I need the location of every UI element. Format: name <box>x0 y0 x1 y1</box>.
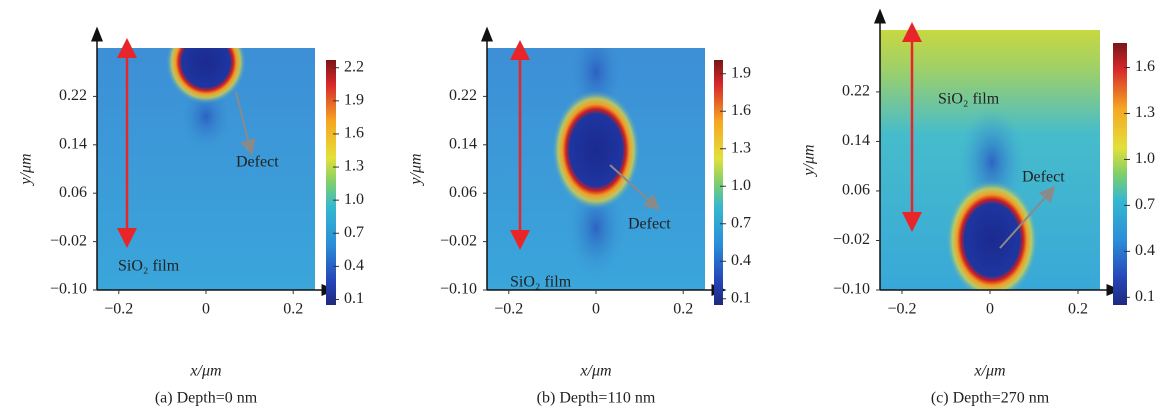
y-tick-label: −0.10 <box>440 281 477 298</box>
y-tick-label: 0.22 <box>449 87 477 104</box>
defect-field <box>166 48 246 104</box>
colorbar-tick-label: 0.4 <box>731 252 751 269</box>
colorbar-tick-label: 0.7 <box>731 214 751 231</box>
colorbar <box>714 60 723 305</box>
film-label: SiO₂ film <box>510 274 572 291</box>
y-tick-label: 0.06 <box>842 182 870 199</box>
film-label: SiO₂ film <box>118 258 180 275</box>
caption: (b) Depth=110 nm <box>537 390 656 407</box>
y-tick-label: −0.02 <box>833 231 870 248</box>
x-axis-label: x/μm <box>579 363 611 380</box>
y-axis-label: y/μm <box>801 144 818 177</box>
defect-label: Defect <box>628 216 671 233</box>
x-tick-label: 0.2 <box>283 301 303 318</box>
film-label: SiO₂ film <box>938 91 1000 108</box>
y-axis-label: y/μm <box>408 153 425 186</box>
y-tick-label: −0.02 <box>50 232 87 249</box>
defect-pointer <box>999 186 1056 249</box>
colorbar-tick-label: 1.9 <box>731 64 751 81</box>
y-tick-label: 0.06 <box>59 184 87 201</box>
defect-field <box>552 90 640 210</box>
colorbar-tick-label: 1.6 <box>344 125 364 142</box>
colorbar-tick-label: 1.3 <box>1135 104 1155 121</box>
y-tick-label: 0.06 <box>449 184 477 201</box>
x-tick-label: −0.2 <box>494 301 523 318</box>
x-tick-label: 0 <box>592 301 600 318</box>
x-tick-label: 0.2 <box>673 301 693 318</box>
y-tick-label: 0.22 <box>842 83 870 100</box>
colorbar-tick-label: 0.1 <box>1135 288 1155 305</box>
colorbar-tick-label: 1.6 <box>731 102 751 119</box>
field-lobe <box>178 0 234 45</box>
colorbar-tick-label: 1.0 <box>731 177 751 194</box>
x-axis-label: x/μm <box>189 363 221 380</box>
colorbar <box>1113 43 1127 305</box>
y-tick-label: −0.10 <box>50 281 87 298</box>
colorbar-tick-label: 1.3 <box>344 158 364 175</box>
defect-label: Defect <box>236 154 279 171</box>
colorbar-tick-label: 1.9 <box>344 92 364 109</box>
x-tick-label: −0.2 <box>887 301 916 318</box>
colorbar-tick-label: 0.4 <box>344 257 364 274</box>
colorbar <box>326 60 336 305</box>
x-tick-label: 0.2 <box>1068 301 1088 318</box>
y-tick-label: −0.10 <box>833 281 870 298</box>
defect-field <box>946 180 1038 290</box>
field <box>97 0 315 290</box>
colorbar-tick-label: 0.7 <box>344 224 364 241</box>
colorbar-tick-label: 2.2 <box>344 58 364 75</box>
defect-pointer <box>235 91 256 156</box>
x-tick-label: −0.2 <box>104 301 133 318</box>
colorbar-tick-label: 0.4 <box>1135 242 1155 259</box>
colorbar-tick-label: 0.7 <box>1135 196 1155 213</box>
caption: (a) Depth=0 nm <box>155 390 258 407</box>
y-tick-label: −0.02 <box>440 232 477 249</box>
x-axis-label: x/μm <box>973 363 1005 380</box>
colorbar-tick-label: 1.6 <box>1135 58 1155 75</box>
y-tick-label: 0.22 <box>59 87 87 104</box>
colorbar-tick-label: 0.1 <box>344 290 364 307</box>
defect-label: Defect <box>1022 169 1065 186</box>
y-tick-label: 0.14 <box>59 135 87 152</box>
x-tick-label: 0 <box>986 301 994 318</box>
y-tick-label: 0.14 <box>842 132 870 149</box>
y-tick-label: 0.14 <box>449 135 477 152</box>
colorbar-tick-label: 1.3 <box>731 139 751 156</box>
defect-pointer <box>609 164 660 211</box>
y-axis-label: y/μm <box>18 153 35 186</box>
x-tick-label: 0 <box>202 301 210 318</box>
caption: (c) Depth=270 nm <box>931 390 1050 407</box>
colorbar-tick-label: 1.0 <box>344 191 364 208</box>
colorbar-tick-label: 1.0 <box>1135 150 1155 167</box>
colorbar-tick-label: 0.1 <box>731 289 751 306</box>
